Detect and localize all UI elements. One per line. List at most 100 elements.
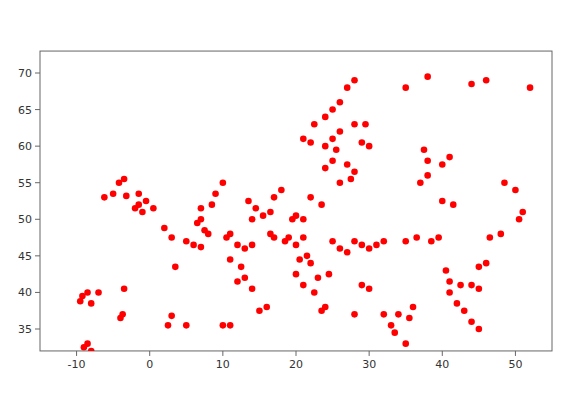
station-point: [329, 136, 336, 143]
station-point: [307, 194, 314, 201]
station-point: [391, 329, 398, 336]
station-point: [285, 234, 292, 241]
station-point: [304, 253, 311, 260]
y-tick: [35, 146, 40, 147]
y-tick-label: 40: [18, 286, 32, 299]
station-point: [190, 242, 197, 249]
station-point: [337, 128, 344, 135]
station-point: [351, 121, 358, 128]
station-point: [439, 161, 446, 168]
station-point: [435, 234, 442, 241]
y-tick: [35, 255, 40, 256]
y-tick: [35, 292, 40, 293]
station-point: [95, 289, 102, 296]
axes: -10010203040503540455055606570: [18, 67, 522, 371]
station-point: [123, 193, 130, 200]
station-point: [498, 231, 505, 238]
station-point: [322, 165, 329, 172]
station-point: [468, 81, 475, 88]
station-point: [421, 147, 428, 154]
station-point: [234, 242, 241, 249]
station-point: [519, 209, 526, 216]
station-point: [329, 238, 336, 245]
station-point: [501, 179, 508, 186]
station-point: [351, 311, 358, 318]
y-tick-label: 70: [18, 67, 32, 80]
station-point: [260, 212, 267, 219]
station-point: [329, 157, 336, 164]
station-point: [424, 157, 431, 164]
x-tick-label: -10: [68, 358, 86, 371]
x-tick-label: 30: [362, 358, 376, 371]
station-point: [424, 172, 431, 179]
station-point: [183, 238, 190, 245]
station-point: [88, 300, 95, 307]
y-tick-label: 35: [18, 323, 32, 336]
station-point: [242, 245, 249, 252]
station-point: [428, 238, 435, 245]
station-point: [117, 315, 124, 322]
station-point: [476, 264, 483, 271]
station-point: [110, 190, 117, 197]
station-point: [406, 315, 413, 322]
station-point: [362, 121, 369, 128]
station-point: [380, 238, 387, 245]
station-point: [337, 179, 344, 186]
station-point: [402, 84, 409, 91]
y-tick: [35, 109, 40, 110]
station-point: [311, 289, 318, 296]
station-point: [322, 114, 329, 121]
station-point: [172, 264, 179, 271]
station-point: [271, 234, 278, 241]
station-point: [227, 322, 234, 329]
station-point: [293, 212, 300, 219]
station-point: [424, 73, 431, 80]
station-point: [143, 198, 150, 205]
y-tick-label: 50: [18, 213, 32, 226]
y-tick-label: 65: [18, 104, 32, 117]
plot-frame: [40, 51, 552, 351]
station-point: [348, 176, 355, 183]
station-point: [351, 77, 358, 84]
station-point: [300, 136, 307, 143]
station-point: [88, 348, 95, 351]
station-point: [263, 304, 270, 311]
station-point: [337, 245, 344, 252]
station-point: [205, 231, 212, 238]
station-point: [351, 238, 358, 245]
station-point: [395, 311, 402, 318]
station-point: [300, 234, 307, 241]
station-point: [271, 194, 278, 201]
station-point: [135, 201, 142, 208]
station-point: [487, 234, 494, 241]
station-point: [402, 238, 409, 245]
station-point: [476, 326, 483, 333]
station-point: [337, 99, 344, 106]
station-point: [457, 282, 464, 289]
station-point: [388, 322, 395, 329]
y-tick-label: 55: [18, 177, 32, 190]
x-tick-label: 20: [289, 358, 303, 371]
y-tick: [35, 182, 40, 183]
x-tick-label: 50: [508, 358, 522, 371]
station-point: [300, 282, 307, 289]
station-point: [212, 190, 219, 197]
station-point: [293, 271, 300, 278]
station-point: [344, 249, 351, 256]
station-point: [209, 201, 216, 208]
station-point: [446, 289, 453, 296]
station-point: [410, 304, 417, 311]
station-point: [227, 256, 234, 263]
station-point: [238, 264, 245, 271]
x-tick: [369, 351, 370, 356]
x-tick: [442, 351, 443, 356]
station-point: [168, 234, 175, 241]
station-point: [326, 271, 333, 278]
station-point: [344, 84, 351, 91]
station-point: [366, 285, 373, 292]
station-point: [512, 187, 519, 194]
station-point: [249, 242, 256, 249]
station-point: [183, 322, 190, 329]
x-tick: [149, 351, 150, 356]
x-tick: [76, 351, 77, 356]
